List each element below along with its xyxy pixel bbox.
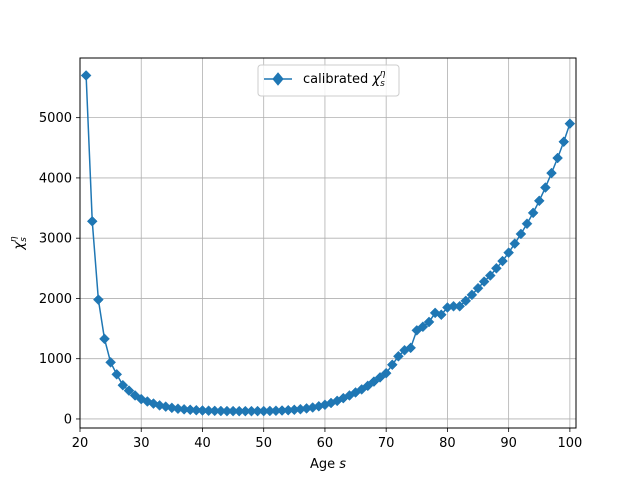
data-point (558, 136, 570, 148)
legend-box (257, 64, 400, 97)
x-axis-label: Age s (310, 457, 346, 472)
y-tick-label: 4000 (39, 171, 72, 186)
data-point (135, 393, 147, 405)
legend: calibrated χsη (257, 64, 400, 97)
data-point (117, 379, 129, 391)
data-point (99, 333, 110, 345)
data-point (460, 295, 472, 307)
data-point (454, 300, 466, 312)
data-point (521, 218, 533, 230)
plot-frame (79, 57, 577, 429)
y-tick-label: 2000 (39, 292, 72, 307)
series-markers-calibrated (80, 70, 576, 417)
data-point (393, 350, 404, 362)
y-tick-label: 3000 (39, 232, 72, 247)
series-line-calibrated (85, 75, 571, 412)
x-tick-label: 60 (317, 436, 334, 451)
x-tick-label: 20 (72, 436, 89, 451)
data-point (380, 367, 392, 379)
legend-label: calibrated χsη (303, 69, 386, 89)
data-point (405, 342, 417, 354)
data-point (423, 316, 435, 328)
data-point (166, 402, 178, 414)
data-point (417, 321, 429, 333)
y-tick-label: 0 (64, 412, 72, 427)
x-tick-label: 40 (194, 436, 211, 451)
grid-lines (79, 58, 576, 428)
data-point (564, 118, 576, 130)
x-tick-label: 100 (557, 436, 582, 451)
x-tick-label: 70 (378, 436, 395, 451)
data-point (80, 70, 92, 81)
x-tick-label: 90 (500, 436, 517, 451)
data-point (491, 262, 502, 274)
data-point (105, 356, 116, 368)
data-point (552, 152, 563, 164)
data-point (546, 167, 557, 179)
data-point (472, 282, 484, 294)
y-tick-label: 1000 (39, 352, 72, 367)
x-tick-label: 30 (133, 436, 150, 451)
y-axis-label: χsη (9, 236, 29, 250)
data-point (509, 238, 521, 249)
x-axis-ticks: 20 30 40 50 60 70 80 90 100 (72, 428, 582, 451)
data-point (435, 309, 447, 321)
data-point (386, 359, 398, 371)
data-point (527, 207, 539, 219)
data-point (515, 228, 527, 240)
data-point (497, 255, 508, 267)
data-point (111, 369, 123, 380)
data-point (478, 276, 490, 287)
data-point (466, 289, 478, 301)
series-line-path (85, 75, 571, 412)
data-point (503, 247, 514, 258)
data-point (93, 294, 104, 305)
y-axis-ticks: 0 1000 2000 3000 4000 5000 (39, 111, 80, 427)
data-point (484, 270, 496, 281)
data-point (540, 182, 551, 193)
data-point (533, 195, 545, 207)
x-tick-label: 50 (255, 436, 272, 451)
data-point (86, 215, 98, 227)
x-tick-label: 80 (439, 436, 456, 451)
legend-diamond-marker (272, 72, 284, 86)
data-point (123, 385, 135, 396)
y-tick-label: 5000 (39, 111, 72, 126)
